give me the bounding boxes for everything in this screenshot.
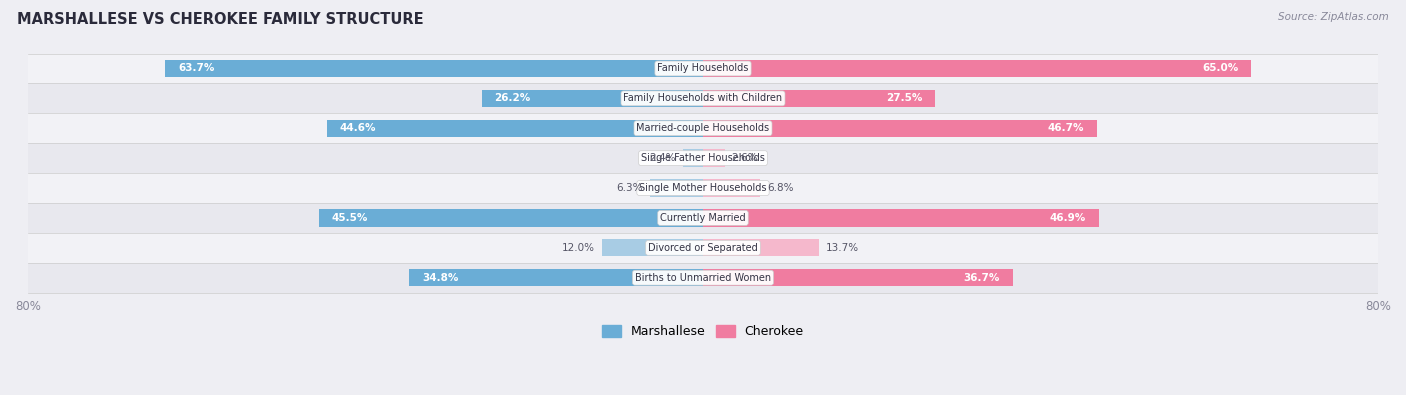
- Text: Divorced or Separated: Divorced or Separated: [648, 243, 758, 253]
- Bar: [703, 209, 1098, 227]
- Bar: [409, 269, 703, 286]
- Text: Births to Unmarried Women: Births to Unmarried Women: [636, 273, 770, 283]
- Text: MARSHALLESE VS CHEROKEE FAMILY STRUCTURE: MARSHALLESE VS CHEROKEE FAMILY STRUCTURE: [17, 12, 423, 27]
- Text: 26.2%: 26.2%: [495, 93, 531, 103]
- Bar: [28, 113, 1378, 143]
- Text: 27.5%: 27.5%: [886, 93, 922, 103]
- Text: Currently Married: Currently Married: [661, 213, 745, 223]
- Bar: [703, 90, 935, 107]
- Text: Married-couple Households: Married-couple Households: [637, 123, 769, 133]
- Bar: [650, 179, 703, 197]
- Text: 65.0%: 65.0%: [1202, 64, 1239, 73]
- Bar: [602, 239, 703, 256]
- Text: 2.4%: 2.4%: [650, 153, 676, 163]
- Text: 2.6%: 2.6%: [731, 153, 758, 163]
- Bar: [319, 209, 703, 227]
- Text: 6.3%: 6.3%: [617, 183, 643, 193]
- Text: Family Households: Family Households: [658, 64, 748, 73]
- Legend: Marshallese, Cherokee: Marshallese, Cherokee: [598, 320, 808, 343]
- Text: 6.8%: 6.8%: [768, 183, 793, 193]
- Bar: [28, 83, 1378, 113]
- Text: 34.8%: 34.8%: [422, 273, 458, 283]
- Text: 63.7%: 63.7%: [179, 64, 215, 73]
- Text: Source: ZipAtlas.com: Source: ZipAtlas.com: [1278, 12, 1389, 22]
- Bar: [703, 149, 725, 167]
- Text: Family Households with Children: Family Households with Children: [623, 93, 783, 103]
- Text: 45.5%: 45.5%: [332, 213, 368, 223]
- Bar: [28, 263, 1378, 293]
- Bar: [703, 269, 1012, 286]
- Bar: [703, 120, 1097, 137]
- Bar: [28, 233, 1378, 263]
- Bar: [326, 120, 703, 137]
- Bar: [703, 239, 818, 256]
- Text: Single Father Households: Single Father Households: [641, 153, 765, 163]
- Text: 46.9%: 46.9%: [1050, 213, 1085, 223]
- Text: 13.7%: 13.7%: [825, 243, 859, 253]
- Text: 36.7%: 36.7%: [963, 273, 1000, 283]
- Text: 46.7%: 46.7%: [1047, 123, 1084, 133]
- Bar: [28, 143, 1378, 173]
- Bar: [482, 90, 703, 107]
- Bar: [166, 60, 703, 77]
- Text: 44.6%: 44.6%: [339, 123, 375, 133]
- Text: Single Mother Households: Single Mother Households: [640, 183, 766, 193]
- Bar: [28, 54, 1378, 83]
- Bar: [703, 60, 1251, 77]
- Bar: [28, 173, 1378, 203]
- Text: 12.0%: 12.0%: [562, 243, 595, 253]
- Bar: [703, 179, 761, 197]
- Bar: [683, 149, 703, 167]
- Bar: [28, 203, 1378, 233]
